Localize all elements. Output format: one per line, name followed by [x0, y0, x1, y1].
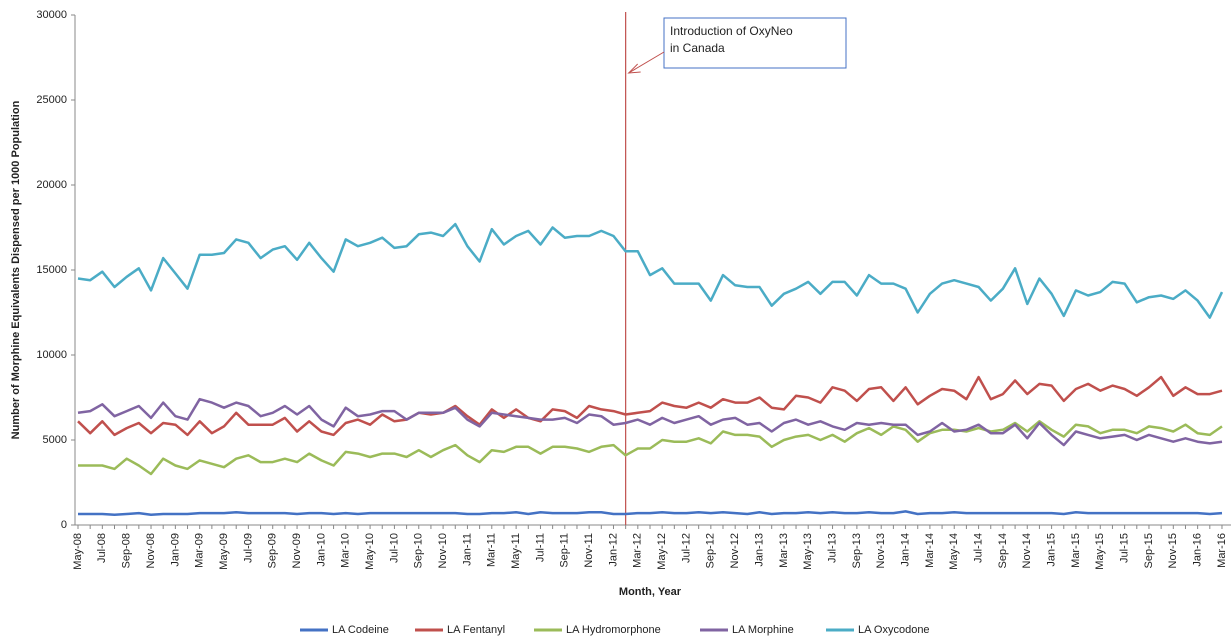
x-tick-label: Mar-13: [778, 533, 790, 568]
x-tick-label: Nov-10: [437, 533, 449, 568]
x-tick-label: Nov-12: [729, 533, 741, 568]
x-tick-label: May-14: [948, 533, 960, 570]
x-tick-label: May-13: [802, 533, 814, 570]
x-tick-label: Sep-15: [1143, 533, 1155, 568]
x-tick-label: May-11: [510, 533, 522, 569]
legend-label: LA Fentanyl: [447, 624, 505, 636]
x-tick-label: Sep-08: [121, 533, 133, 568]
y-tick-label: 5000: [43, 434, 67, 446]
x-tick-label: Jan-15: [1046, 533, 1058, 567]
x-tick-label: Jul-12: [680, 533, 692, 563]
annotation-arrowhead: [627, 63, 641, 74]
y-tick-label: 15000: [36, 264, 67, 276]
series-line: [78, 420, 1223, 476]
y-tick-label: 30000: [36, 9, 67, 21]
y-axis-label: Number of Morphine Equivalents Dispensed…: [10, 100, 22, 439]
x-tick-label: Nov-09: [291, 533, 303, 568]
annotation-box: [663, 17, 847, 69]
y-tick-label: 0: [61, 519, 67, 531]
x-tick-label: Mar-15: [1070, 533, 1082, 568]
legend-label: LA Morphine: [732, 624, 794, 636]
x-tick-label: Sep-14: [997, 533, 1009, 568]
x-tick-label: Mar-14: [924, 533, 936, 568]
x-tick-label: May-09: [218, 533, 230, 570]
x-tick-label: Jul-13: [826, 533, 838, 563]
x-tick-label: Nov-15: [1167, 533, 1179, 568]
annotation-arrow: [628, 51, 665, 74]
x-tick-label: Sep-11: [559, 533, 571, 568]
x-tick-label: May-08: [72, 533, 84, 570]
x-tick-label: Nov-08: [145, 533, 157, 568]
x-tick-label: Jan-16: [1192, 533, 1204, 567]
x-tick-label: Mar-09: [194, 533, 206, 568]
x-tick-label: Nov-14: [1021, 533, 1033, 568]
legend-label: LA Hydromorphone: [566, 624, 661, 636]
x-tick-label: Jul-15: [1119, 533, 1131, 563]
series-line: [78, 510, 1223, 517]
x-axis-label: Month, Year: [619, 586, 682, 598]
x-tick-label: May-10: [364, 533, 376, 570]
y-tick-label: 25000: [36, 94, 67, 106]
annotation-text: in Canada: [670, 41, 725, 55]
y-tick-label: 10000: [36, 349, 67, 361]
annotation-text: Introduction of OxyNeo: [670, 24, 793, 38]
x-tick-label: Jul-09: [242, 533, 254, 563]
x-tick-label: Mar-10: [340, 533, 352, 568]
x-tick-label: Nov-11: [583, 533, 595, 568]
x-tick-label: Mar-11: [486, 533, 498, 567]
x-tick-label: Jul-11: [534, 533, 546, 562]
y-tick-label: 20000: [36, 179, 67, 191]
x-tick-label: Sep-10: [413, 533, 425, 568]
x-tick-label: Jan-11: [461, 533, 473, 566]
x-tick-label: Jul-10: [388, 533, 400, 563]
x-tick-label: Sep-13: [851, 533, 863, 568]
x-tick-label: Jan-13: [753, 533, 765, 567]
legend-label: LA Codeine: [332, 624, 389, 636]
x-tick-label: May-15: [1094, 533, 1106, 570]
series-line: [77, 397, 1223, 447]
series-line: [77, 222, 1224, 319]
x-tick-label: May-12: [656, 533, 668, 570]
x-tick-label: Jan-09: [169, 533, 181, 567]
x-tick-label: Sep-12: [705, 533, 717, 568]
x-tick-label: Jan-12: [607, 533, 619, 567]
x-tick-label: Jul-14: [972, 533, 984, 563]
legend-label: LA Oxycodone: [858, 624, 930, 636]
x-tick-label: Jul-08: [96, 533, 108, 563]
series-line: [77, 375, 1223, 437]
x-tick-label: Jan-10: [315, 533, 327, 567]
x-tick-label: Mar-12: [632, 533, 644, 568]
x-tick-label: Jan-14: [899, 533, 911, 567]
x-tick-label: Nov-13: [875, 533, 887, 568]
x-tick-label: Mar-16: [1216, 533, 1228, 568]
x-tick-label: Sep-09: [267, 533, 279, 568]
